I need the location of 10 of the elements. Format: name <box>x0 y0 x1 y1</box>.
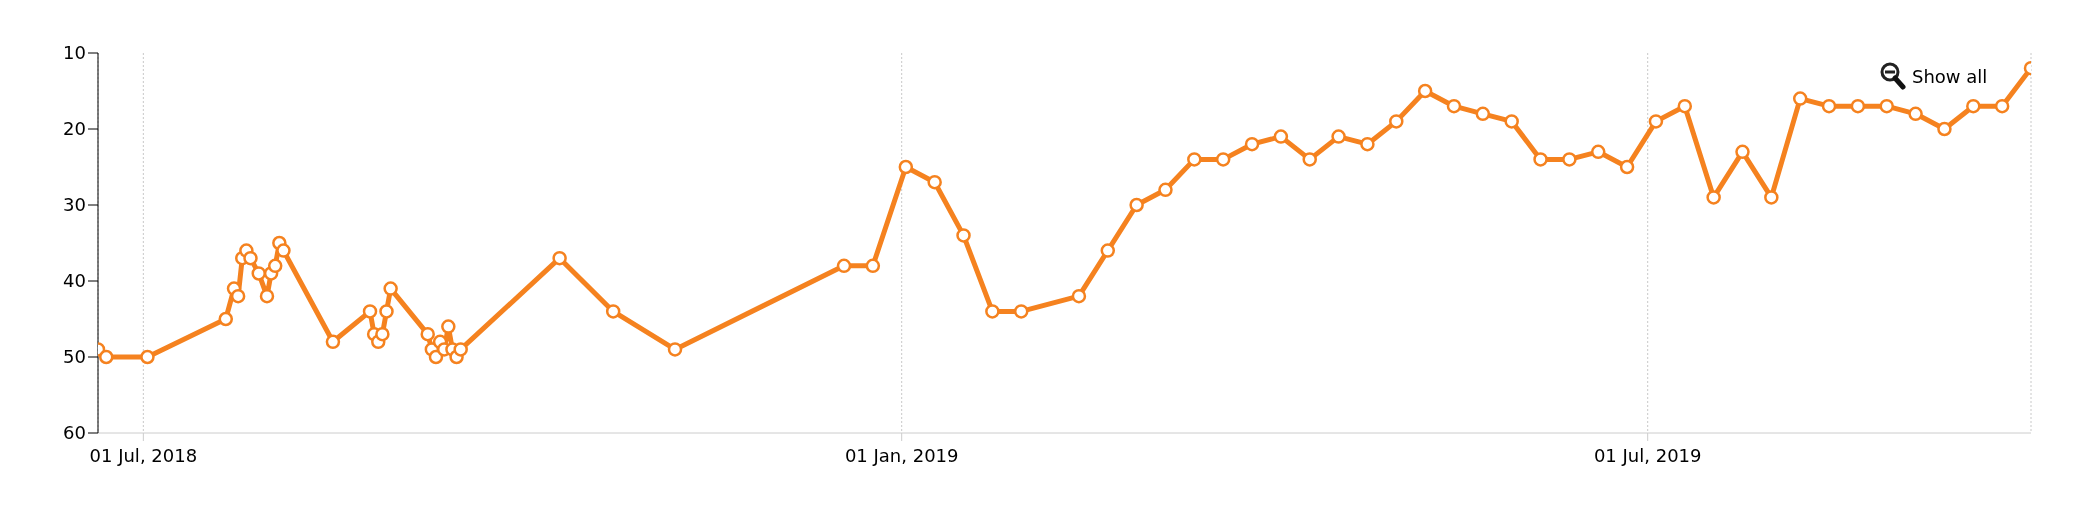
y-tick-label: 10 <box>63 42 86 64</box>
annotation: Show all <box>1912 65 1988 87</box>
y-tick-label: 60 <box>63 422 86 444</box>
y-tick-label: 50 <box>63 346 86 368</box>
x-tick-label: 01 Jul, 2018 <box>89 444 198 466</box>
y-tick-label: 40 <box>63 270 86 292</box>
x-tick-label: 01 Jul, 2019 <box>1593 444 1702 466</box>
y-tick-label: 30 <box>63 194 86 216</box>
y-tick-label: 20 <box>63 118 86 140</box>
x-tick-label: 01 Jan, 2019 <box>844 444 959 466</box>
